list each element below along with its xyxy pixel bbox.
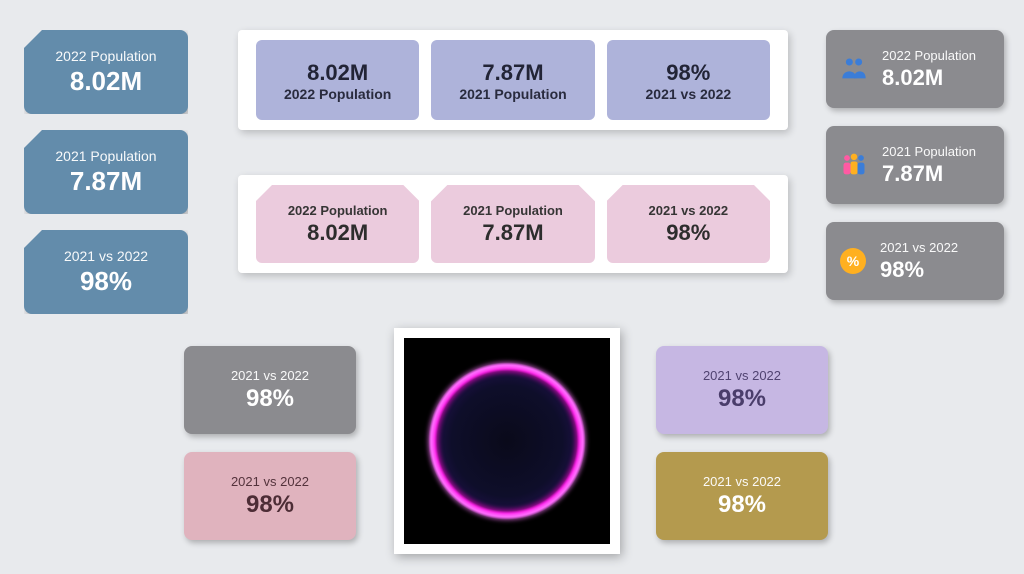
kpi-value: 7.87M (482, 220, 543, 246)
kpi-card-2022-pop-right: 2022 Population 8.02M (826, 30, 1004, 108)
people-icon (840, 55, 868, 83)
kpi-label: 2022 Population (284, 86, 391, 102)
neon-ring-image (404, 338, 610, 544)
kpi-card-2021-pop-left: 2021 Population 7.87M (24, 130, 188, 214)
kpi-value: 98% (246, 385, 294, 413)
kpi-value: 7.87M (70, 166, 142, 197)
kpi-label: 2021 vs 2022 (880, 240, 958, 255)
kpi-value: 98% (80, 266, 132, 297)
kpi-value: 8.02M (307, 60, 368, 86)
kpi-card-2021-pop-right: 2021 Population 7.87M (826, 126, 1004, 204)
kpi-label: 2021 Population (55, 148, 156, 164)
kpi-card-compare: 2021 vs 2022 98% (607, 185, 770, 263)
kpi-card-compare-lavender: 2021 vs 2022 98% (656, 346, 828, 434)
kpi-card-2021-pop: 2021 Population 7.87M (431, 185, 594, 263)
kpi-card-compare-gray: 2021 vs 2022 98% (184, 346, 356, 434)
kpi-value: 98% (718, 491, 766, 519)
kpi-label: 2022 Population (288, 203, 388, 218)
kpi-value: 7.87M (882, 161, 943, 187)
kpi-card-2022-pop: 2022 Population 8.02M (256, 185, 419, 263)
kpi-value: 8.02M (70, 66, 142, 97)
kpi-label: 2021 vs 2022 (703, 368, 781, 383)
kpi-row-pink: 2022 Population 8.02M 2021 Population 7.… (238, 175, 788, 273)
kpi-card-compare: 98% 2021 vs 2022 (607, 40, 770, 120)
kpi-label: 2021 vs 2022 (649, 203, 729, 218)
kpi-card-compare-left: 2021 vs 2022 98% (24, 230, 188, 314)
kpi-card-compare-pink: 2021 vs 2022 98% (184, 452, 356, 540)
kpi-value: 98% (880, 257, 924, 283)
kpi-value: 98% (666, 220, 710, 246)
kpi-card-compare-right: % 2021 vs 2022 98% (826, 222, 1004, 300)
kpi-label: 2022 Population (882, 48, 976, 63)
kpi-label: 2021 Population (459, 86, 566, 102)
kpi-card-2022-pop: 8.02M 2022 Population (256, 40, 419, 120)
kpi-label: 2021 Population (463, 203, 563, 218)
kpi-label: 2022 Population (55, 48, 156, 64)
kpi-value: 8.02M (882, 65, 943, 91)
kpi-card-2021-pop: 7.87M 2021 Population (431, 40, 594, 120)
kpi-value: 98% (246, 491, 294, 519)
people-multi-icon (840, 151, 868, 179)
kpi-label: 2021 Population (882, 144, 976, 159)
image-frame (394, 328, 620, 554)
kpi-value: 98% (718, 385, 766, 413)
kpi-row-blue: 8.02M 2022 Population 7.87M 2021 Populat… (238, 30, 788, 130)
kpi-value: 8.02M (307, 220, 368, 246)
kpi-label: 2021 vs 2022 (646, 86, 732, 102)
kpi-value: 98% (666, 60, 710, 86)
kpi-label: 2021 vs 2022 (703, 474, 781, 489)
kpi-value: 7.87M (482, 60, 543, 86)
kpi-card-compare-olive: 2021 vs 2022 98% (656, 452, 828, 540)
kpi-label: 2021 vs 2022 (231, 368, 309, 383)
percent-icon: % (840, 248, 866, 274)
kpi-label: 2021 vs 2022 (231, 474, 309, 489)
kpi-card-2022-pop-left: 2022 Population 8.02M (24, 30, 188, 114)
kpi-label: 2021 vs 2022 (64, 248, 148, 264)
